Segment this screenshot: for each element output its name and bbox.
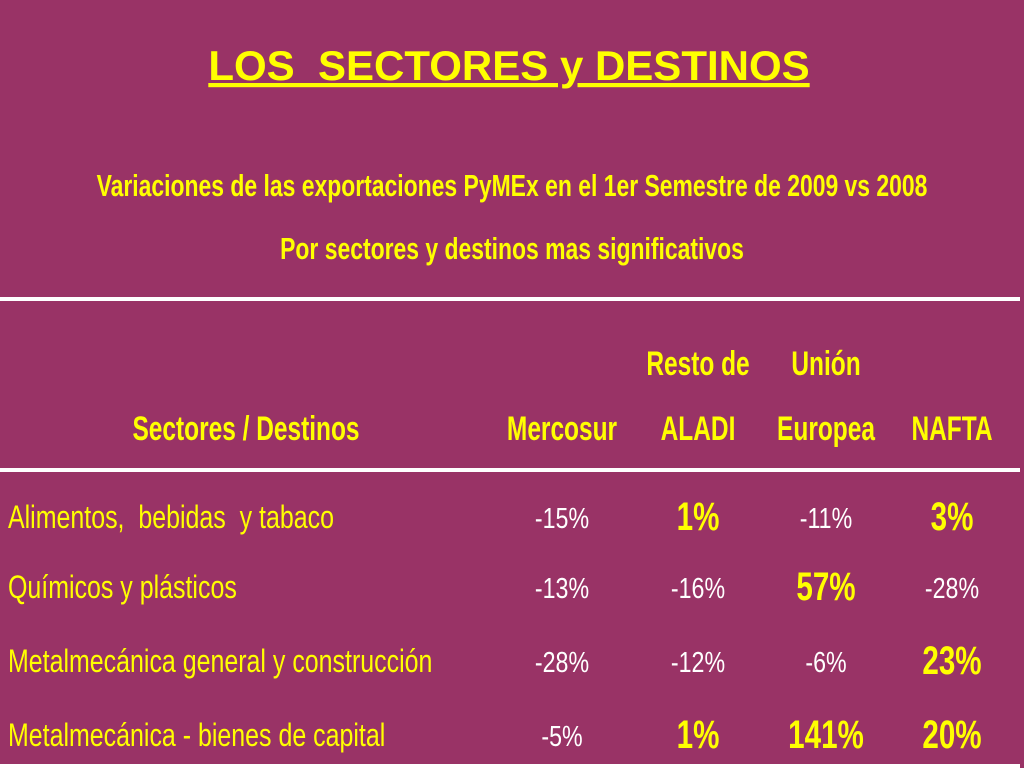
- column-header: Unión: [791, 345, 860, 383]
- row-label: Químicos y plásticos: [8, 570, 237, 606]
- cell-value: -28%: [925, 571, 979, 604]
- cell-value: -12%: [671, 645, 725, 678]
- column-header: Resto de: [646, 345, 749, 383]
- cell-value-highlight: 3%: [931, 495, 974, 539]
- cell-value: -16%: [671, 571, 725, 604]
- cell-value: -6%: [805, 645, 846, 678]
- row-label: Metalmecánica - bienes de capital: [8, 718, 385, 754]
- cell-value: -15%: [535, 501, 589, 534]
- cell-value-highlight: 1%: [677, 495, 720, 539]
- cell-value: -28%: [535, 645, 589, 678]
- cell-value-highlight: 1%: [677, 713, 720, 757]
- column-header: NAFTA: [911, 410, 992, 448]
- column-header: Europea: [777, 410, 875, 448]
- cell-value-highlight: 23%: [922, 639, 981, 683]
- row-label: Metalmecánica general y construcción: [8, 644, 432, 680]
- column-header: Mercosur: [507, 410, 618, 448]
- cell-value: -5%: [541, 719, 582, 752]
- title: LOS SECTORES y DESTINOS: [208, 42, 809, 89]
- cell-value: -13%: [535, 571, 589, 604]
- cell-value: -11%: [800, 501, 852, 534]
- cell-value-highlight: 141%: [788, 713, 864, 757]
- cell-value-highlight: 57%: [796, 565, 855, 609]
- column-header: Sectores / Destinos: [132, 410, 359, 448]
- subtitle: Variaciones de las exportaciones PyMEx e…: [97, 168, 928, 203]
- row-label: Alimentos, bebidas y tabaco: [8, 500, 334, 536]
- cell-value-highlight: 20%: [922, 713, 981, 757]
- column-header: ALADI: [661, 410, 736, 448]
- subtitle: Por sectores y destinos mas significativ…: [280, 231, 744, 266]
